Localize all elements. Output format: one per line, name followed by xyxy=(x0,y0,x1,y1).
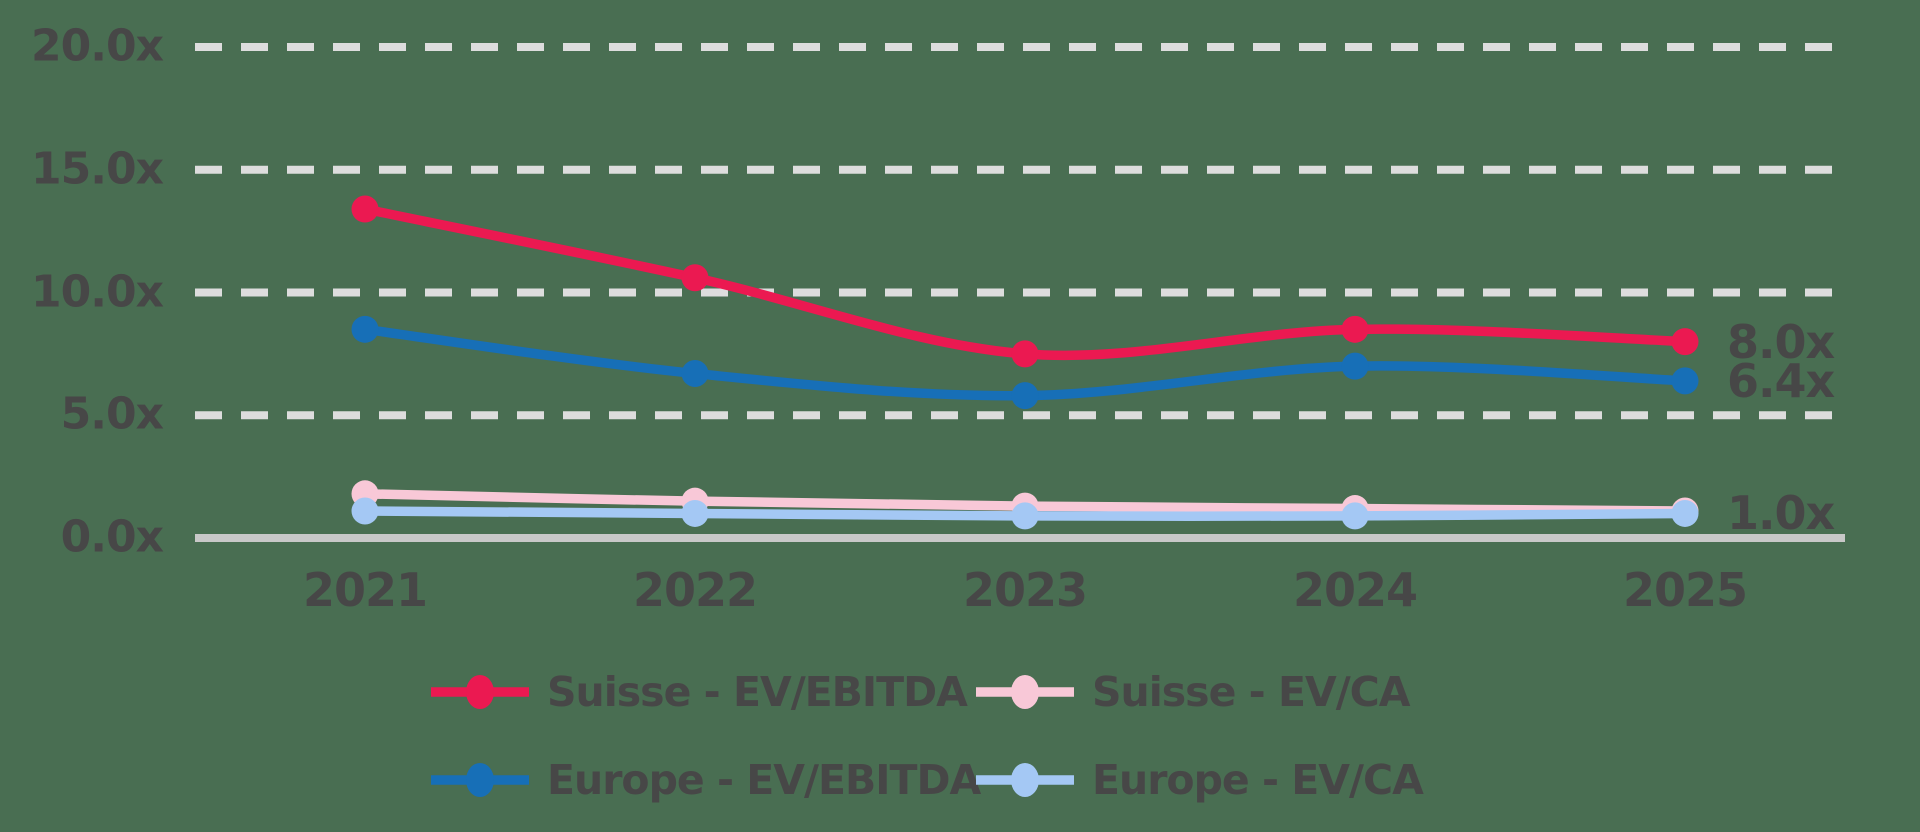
legend-label: Europe - EV/CA xyxy=(1092,756,1424,804)
legend-label: Europe - EV/EBITDA xyxy=(547,756,981,804)
x-axis-tick: 2023 xyxy=(962,563,1088,617)
data-point xyxy=(1671,328,1699,356)
data-point xyxy=(1341,502,1369,530)
data-point xyxy=(681,499,709,527)
y-axis-tick: 10.0x xyxy=(31,265,164,317)
line-dot-marker-icon xyxy=(976,675,1074,709)
end-value-label-suisse-ev-ebitda: 8.0x xyxy=(1727,314,1835,369)
data-point xyxy=(1671,367,1699,395)
data-point xyxy=(1011,382,1039,410)
line-dot-marker-icon xyxy=(431,675,529,709)
y-axis-tick: 0.0x xyxy=(60,511,164,563)
legend-label: Suisse - EV/EBITDA xyxy=(547,668,968,716)
data-point xyxy=(351,315,379,343)
data-point xyxy=(1341,352,1369,380)
data-point xyxy=(1011,340,1039,368)
x-axis-tick: 2025 xyxy=(1622,563,1748,617)
x-axis-tick: 2022 xyxy=(632,563,758,617)
data-point xyxy=(351,195,379,223)
end-value-label-europe-ev-ebitda: 6.4x xyxy=(1727,353,1835,408)
legend-label: Suisse - EV/CA xyxy=(1092,668,1410,716)
x-axis-tick: 2024 xyxy=(1292,563,1418,617)
data-point xyxy=(1671,499,1699,527)
data-point xyxy=(1341,315,1369,343)
line-dot-marker-icon xyxy=(976,763,1074,797)
y-axis-tick: 5.0x xyxy=(60,388,164,440)
end-value-label-ev-ca: 1.0x xyxy=(1727,486,1835,541)
y-axis-tick: 15.0x xyxy=(31,143,164,195)
x-axis-tick: 2021 xyxy=(302,563,428,617)
data-point xyxy=(351,497,379,525)
data-point xyxy=(681,360,709,388)
series-line xyxy=(360,204,1690,361)
y-axis-tick: 20.0x xyxy=(31,20,164,72)
legend: Suisse - EV/EBITDA Suisse - EV/CA Europe… xyxy=(427,668,1424,804)
data-point xyxy=(681,264,709,292)
line-dot-marker-icon xyxy=(431,763,529,797)
data-point xyxy=(1011,502,1039,530)
